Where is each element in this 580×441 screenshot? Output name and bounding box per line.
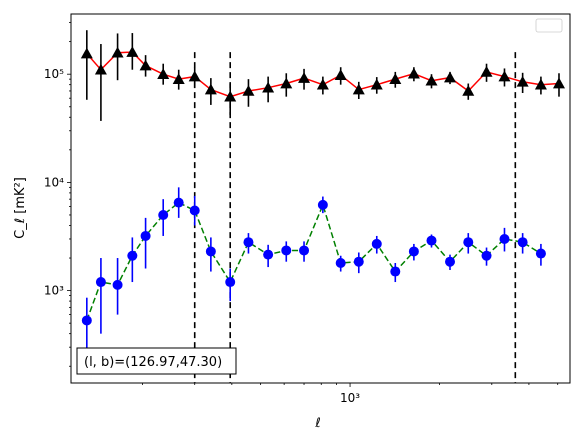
upper-series [80,30,565,121]
triangle-marker [172,73,185,84]
axis-ticks: 10³ 10⁴ 10⁵ 10³ [44,22,559,405]
triangle-marker [188,70,201,82]
triangle-marker [111,46,124,58]
circle-marker [281,245,292,256]
triangle-marker [498,70,511,82]
circle-marker [173,197,184,208]
circle-marker [225,277,236,288]
triangle-marker [389,73,402,84]
plot-frame [70,13,571,384]
triangle-marker [516,75,529,87]
circle-marker [353,256,364,267]
triangle-marker [157,68,170,79]
circle-marker [243,237,254,248]
triangle-marker [316,78,329,90]
circle-marker [535,248,546,259]
triangle-marker [298,72,311,83]
triangle-marker [224,90,237,102]
vertical-dashed-lines [193,52,517,383]
triangle-marker [262,81,275,93]
triangle-marker [80,47,93,59]
y-tick-label: 10⁴ [44,175,64,189]
triangle-marker [425,74,438,86]
series-layer [80,30,565,354]
circle-marker [140,230,151,241]
x-tick-label: 10³ [340,391,360,405]
triangle-marker [407,67,420,79]
triangle-marker [552,77,565,89]
triangle-marker [280,77,293,89]
circle-marker [263,249,274,260]
circle-marker [445,256,456,267]
triangle-marker [242,84,255,96]
circle-marker [127,250,138,261]
triangle-marker [370,78,383,90]
triangle-marker [444,71,457,83]
triangle-marker [204,83,217,95]
triangle-marker [94,63,107,75]
circle-marker [205,246,216,257]
circle-marker [158,209,169,220]
series-line [86,201,542,321]
x-axis-label: ℓ [314,416,320,431]
circle-marker [112,279,123,290]
triangle-marker [352,83,365,95]
circle-marker [499,233,510,244]
circle-marker [390,266,401,277]
circle-marker [95,277,106,288]
series-line [86,51,560,98]
empty-legend-box [535,18,563,33]
y-tick-label: 10³ [44,284,64,298]
y-axis-label: C_ℓ [mK²] [13,177,28,239]
circle-marker [463,237,474,248]
circle-marker [408,246,419,257]
annotation-box: (l, b)=(126.97,47.30) [76,347,237,375]
circle-marker [299,245,310,256]
circle-marker [335,257,346,268]
circle-marker [189,205,200,216]
circle-marker [426,235,437,246]
triangle-marker [534,78,547,90]
triangle-marker [334,69,347,80]
annotation-text: (l, b)=(126.97,47.30) [84,355,222,370]
circle-marker [317,199,328,210]
triangle-marker [480,65,493,77]
triangle-marker [139,59,152,71]
triangle-marker [126,46,139,57]
circle-marker [81,315,92,326]
circle-marker [481,250,492,261]
circle-marker [371,238,382,249]
lower-series [81,187,546,354]
triangle-marker [462,84,475,96]
y-tick-label: 10⁵ [44,67,64,81]
circle-marker [517,237,528,248]
